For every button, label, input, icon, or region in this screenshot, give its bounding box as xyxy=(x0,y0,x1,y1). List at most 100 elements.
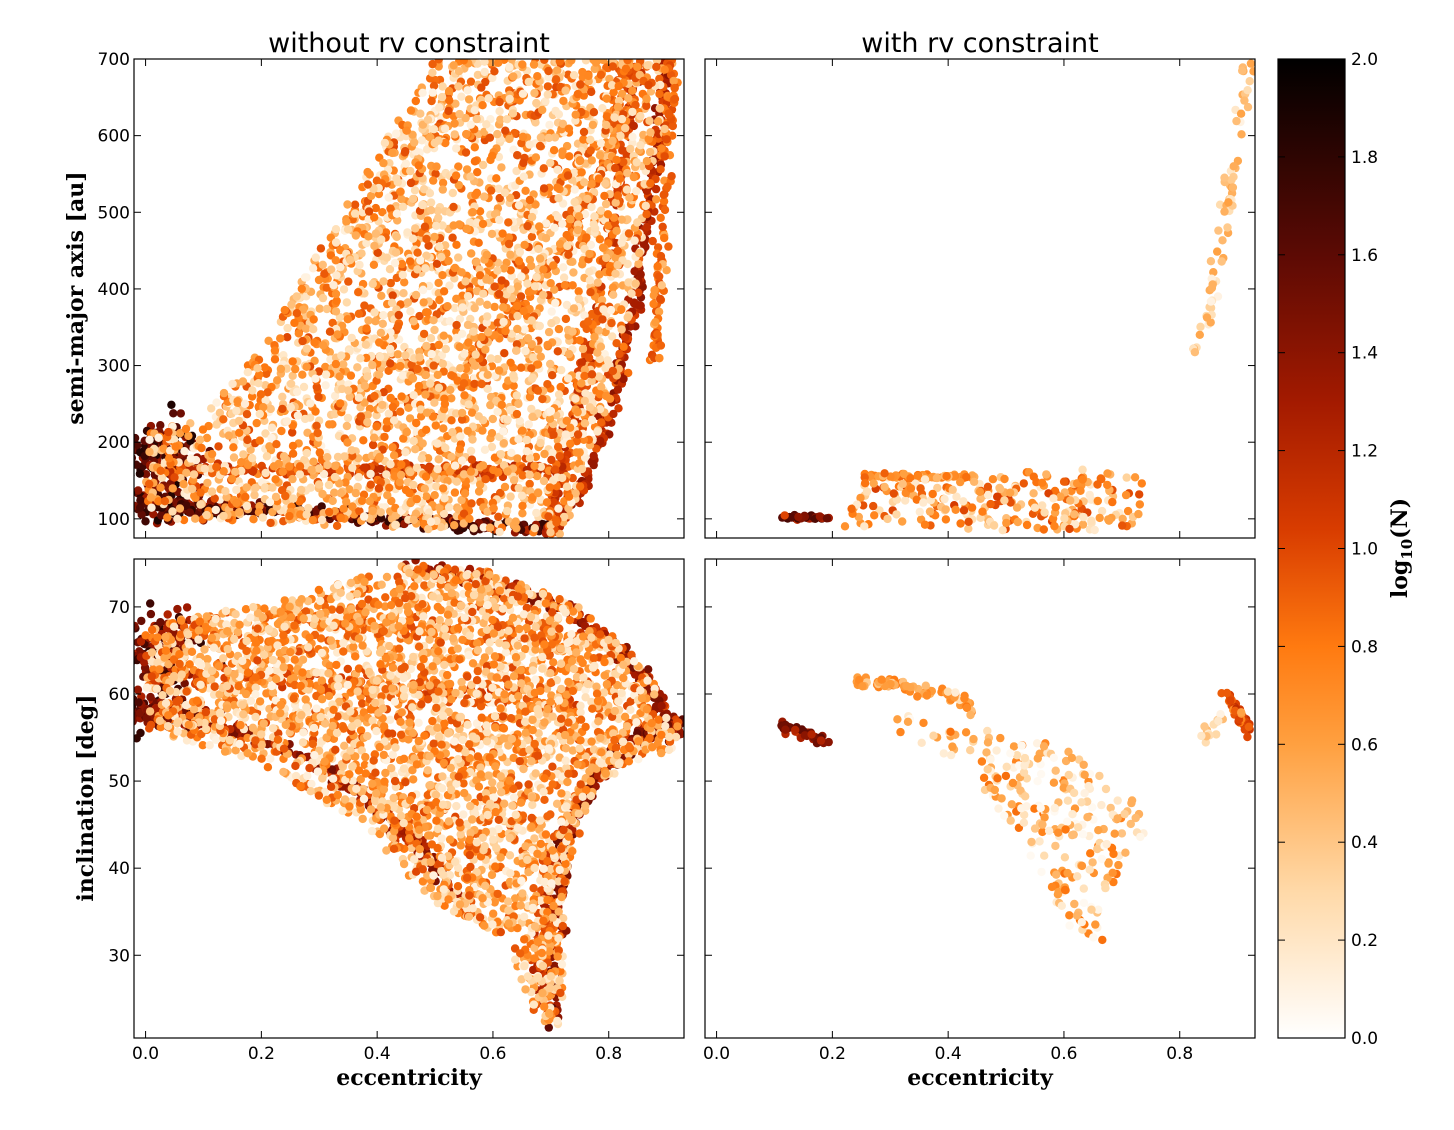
hexbin-cell xyxy=(318,260,327,269)
hexbin-cell xyxy=(297,284,306,293)
hexbin-cell xyxy=(401,448,410,457)
hexbin-cell xyxy=(344,386,353,395)
hexbin-cell xyxy=(550,223,559,232)
hexbin-cell xyxy=(388,443,397,452)
hexbin-cell xyxy=(504,218,513,227)
hexbin-cell xyxy=(393,178,402,187)
hexbin-cell xyxy=(272,440,281,449)
hexbin-cell xyxy=(343,315,352,324)
hexbin-cell xyxy=(527,212,537,222)
hexbin-cell xyxy=(993,492,1002,501)
hexbin-cell xyxy=(585,267,594,276)
hexbin-cell xyxy=(320,269,329,278)
hexbin-cell xyxy=(261,429,270,438)
hexbin-cell xyxy=(554,324,564,334)
hexbin-cell xyxy=(569,268,578,277)
hexbin-cell xyxy=(581,59,591,65)
hexbin-cell xyxy=(332,271,341,280)
hexbin-cell xyxy=(253,364,262,373)
hexbin-cell xyxy=(478,461,488,470)
hexbin-cell xyxy=(310,338,319,347)
hexbin-cell xyxy=(384,193,393,202)
hexbin-cell xyxy=(1093,480,1102,489)
hexbin-cell xyxy=(463,86,472,95)
hexbin-cell xyxy=(276,334,285,343)
hexbin-cell xyxy=(525,255,535,265)
hexbin-cell xyxy=(860,479,870,488)
hexbin-cell xyxy=(375,452,384,462)
hexbin-cell xyxy=(370,213,379,222)
hexbin-cell xyxy=(557,365,566,375)
hexbin-cell xyxy=(362,238,371,248)
hexbin-cell xyxy=(392,129,401,138)
hexbin-cell xyxy=(553,165,562,174)
hexbin-cell xyxy=(608,136,617,146)
hexbin-cell xyxy=(278,404,287,414)
hexbin-cell xyxy=(325,420,334,429)
hexbin-cell xyxy=(409,391,418,400)
hexbin-cell xyxy=(385,159,394,168)
hexbin-cell xyxy=(451,171,461,180)
hexbin-cell xyxy=(525,392,535,402)
hexbin-cell xyxy=(544,66,553,76)
hexbin-cell xyxy=(315,304,324,313)
hexbin-cell xyxy=(986,499,995,509)
hexbin-cell xyxy=(600,191,609,201)
hexbin-cell xyxy=(485,523,495,532)
hexbin-cell xyxy=(341,478,350,487)
hexbin-cell xyxy=(481,475,490,484)
hexbin-cell xyxy=(539,476,549,486)
hexbin-cell xyxy=(507,448,516,457)
hexbin-cell xyxy=(411,290,421,300)
hexbin-cell xyxy=(191,514,200,523)
hexbin-cell xyxy=(122,497,130,505)
hexbin-cell xyxy=(406,106,416,115)
hexbin-cell xyxy=(539,290,548,300)
hexbin-cell xyxy=(1066,496,1075,505)
hexbin-cell xyxy=(314,480,324,489)
hexbin-cell xyxy=(371,317,380,326)
hexbin-cell xyxy=(545,483,554,492)
hexbin-cell xyxy=(270,355,280,364)
hexbin-cell xyxy=(655,272,664,281)
hexbin-cell xyxy=(413,248,422,257)
hexbin-cell xyxy=(538,105,547,115)
hexbin-cell xyxy=(660,124,669,134)
hexbin-cell xyxy=(463,292,473,301)
hexbin-cell xyxy=(322,283,331,292)
hexbin-cell xyxy=(415,353,424,362)
hexbin-cell xyxy=(617,305,626,314)
hexbin-cell xyxy=(506,250,515,259)
hexbin-cell xyxy=(555,529,564,538)
hexbin-cell xyxy=(474,412,483,421)
hexbin-cell xyxy=(613,385,623,394)
hexbin-cell xyxy=(417,454,426,463)
hexbin-cell xyxy=(1135,500,1145,509)
hexbin-cell xyxy=(512,391,521,400)
hexbin-cell xyxy=(574,287,583,296)
hexbin-cell xyxy=(486,400,495,410)
hexbin-cell xyxy=(648,236,657,246)
hexbin-cell xyxy=(566,439,575,448)
hexbin-cell xyxy=(458,329,467,338)
hexbin-cell xyxy=(518,501,527,511)
hexbin-cell xyxy=(642,94,651,104)
hexbin-cell xyxy=(597,295,607,305)
hexbin-cell xyxy=(568,257,577,266)
hexbin-cell xyxy=(297,485,306,495)
hexbin-cell xyxy=(120,499,128,507)
hexbin-cell xyxy=(597,382,606,391)
hexbin-cell xyxy=(601,179,610,188)
hexbin-cell xyxy=(447,394,456,403)
hexbin-cell xyxy=(670,83,679,93)
hexbin-cell xyxy=(501,126,510,135)
hexbin-cell xyxy=(365,497,374,506)
hexbin-cell xyxy=(397,194,406,204)
hexbin-cell xyxy=(470,303,479,313)
hexbin-cell xyxy=(531,118,540,127)
hexbin-cell xyxy=(544,512,553,521)
hexbin-cell xyxy=(459,509,469,518)
hexbin-cell xyxy=(573,225,583,235)
hexbin-cell xyxy=(249,515,258,524)
hexbin-cell xyxy=(484,328,493,337)
